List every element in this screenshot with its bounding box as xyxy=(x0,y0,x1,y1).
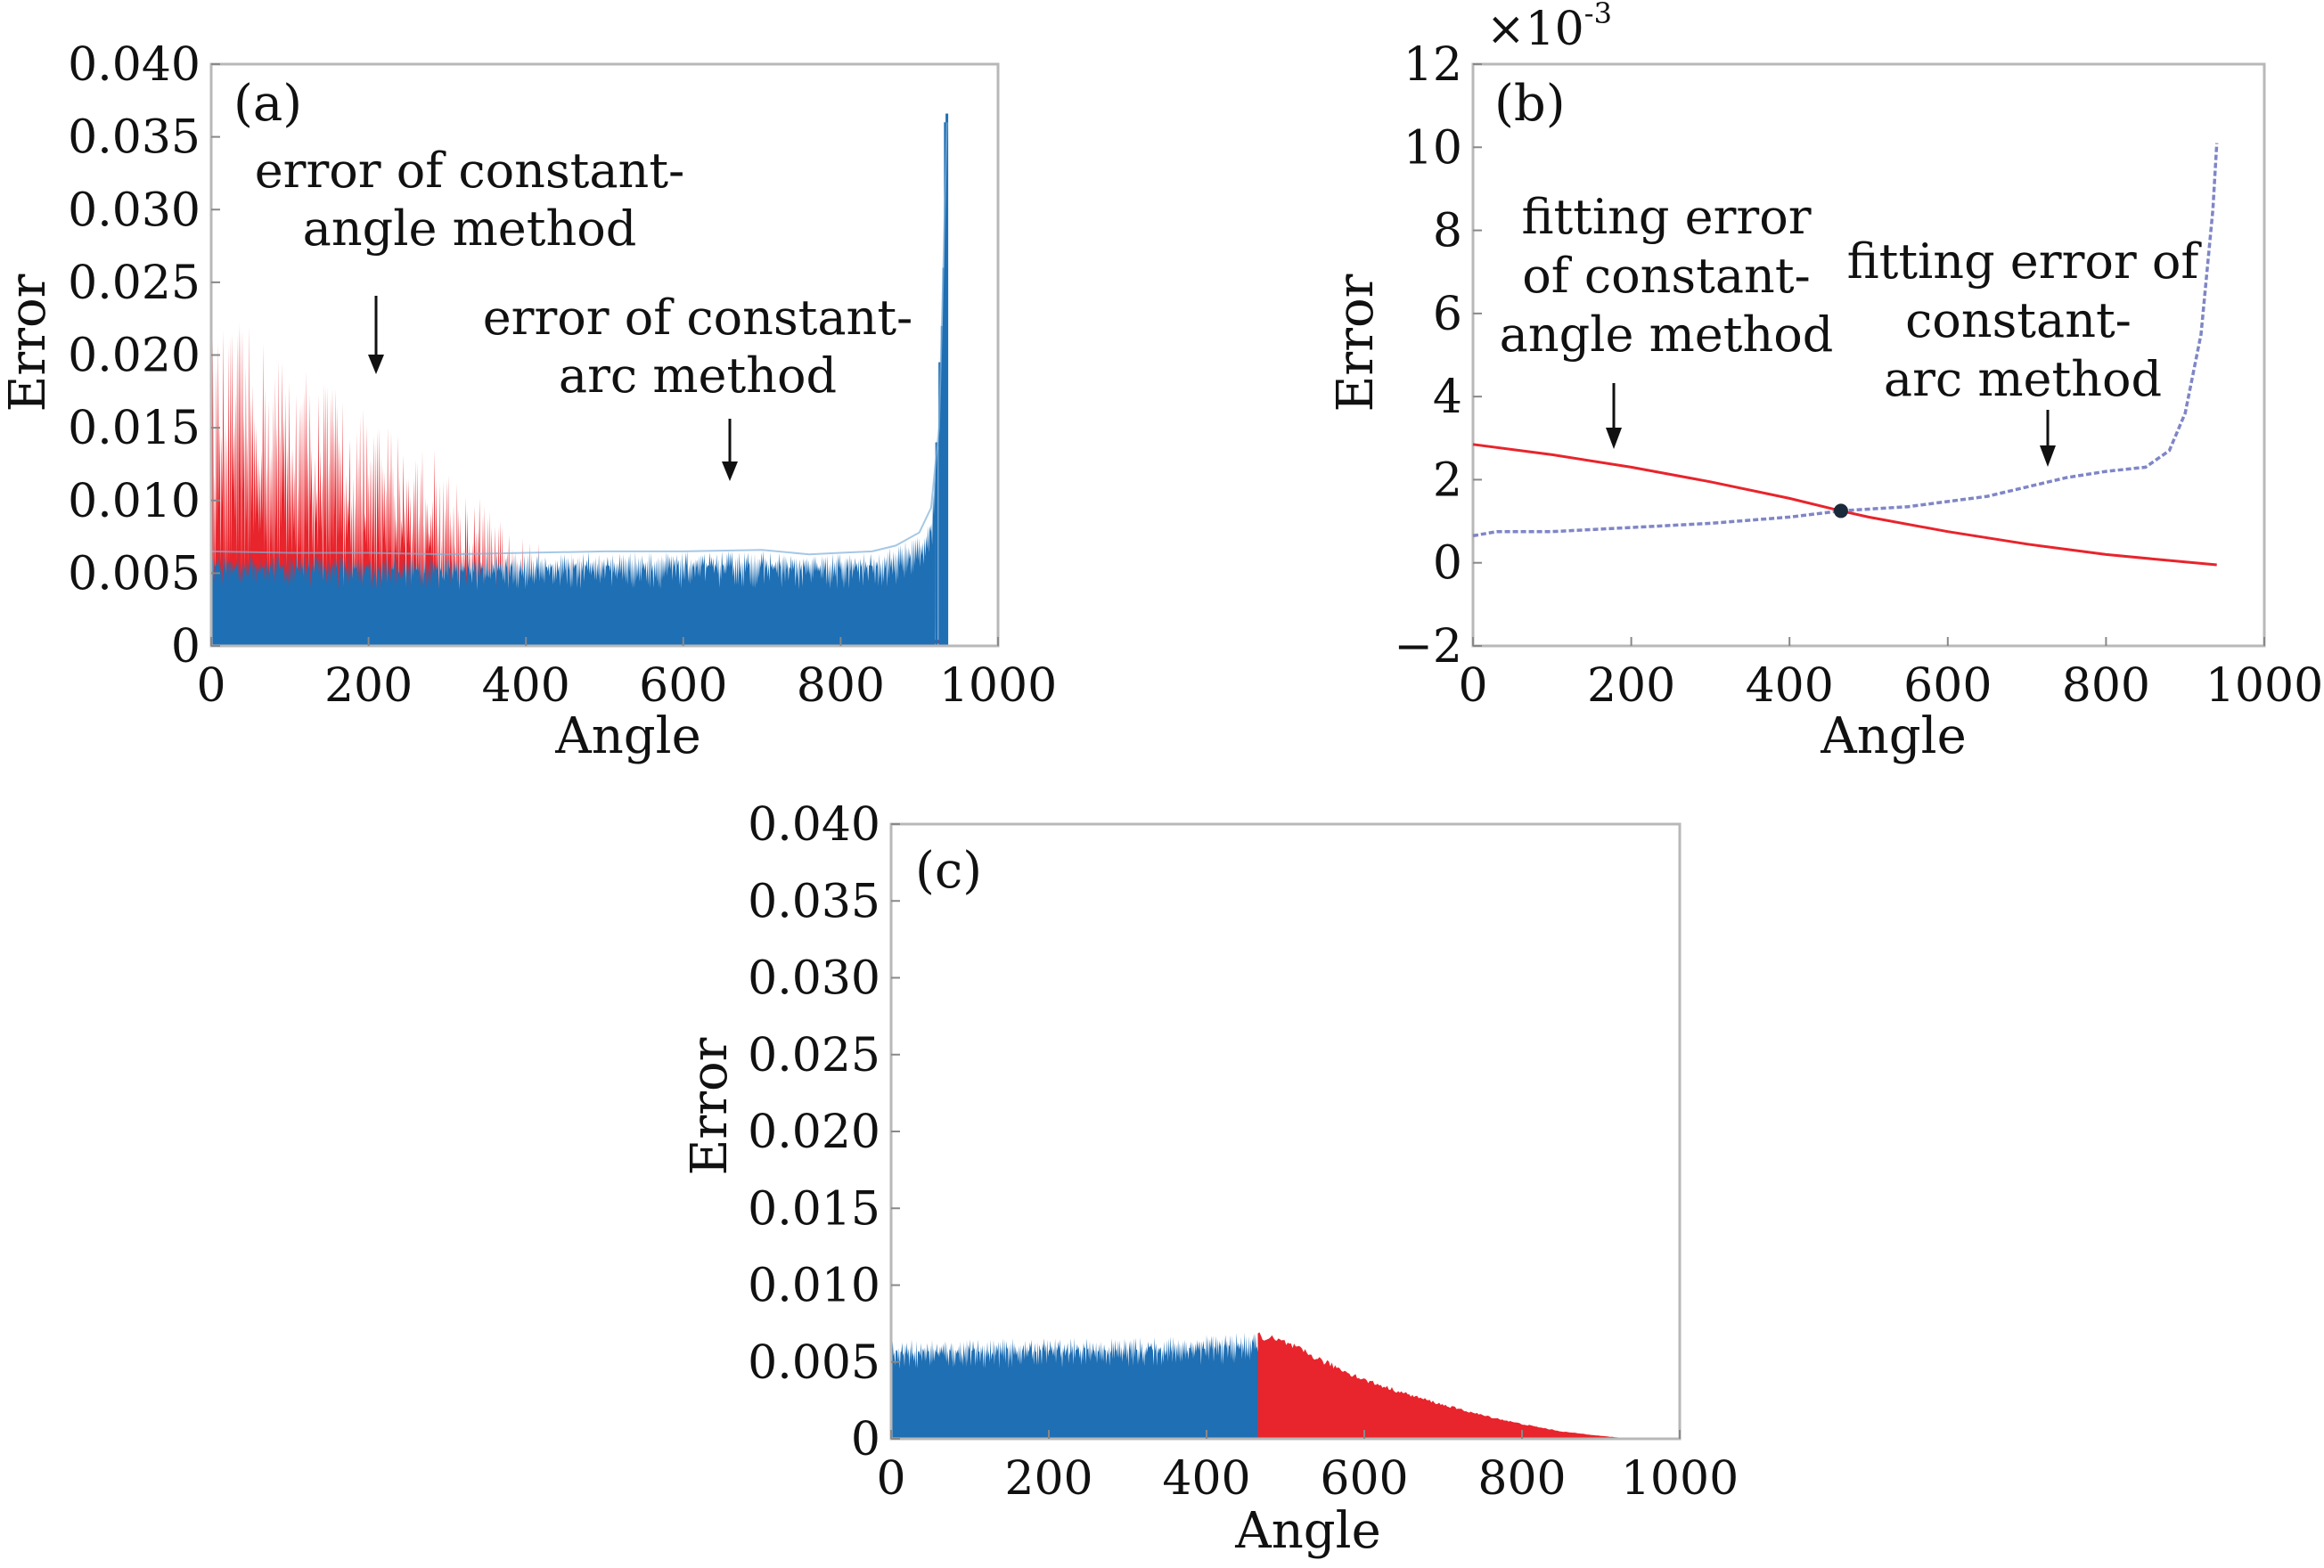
panel-b-x-tick-label: 800 xyxy=(2062,659,2150,713)
panel-a-y-tick-label: 0.030 xyxy=(68,184,200,237)
panel-c-y-tick-label: 0 xyxy=(851,1413,880,1466)
panel-b-y-tick-label: 2 xyxy=(1433,453,1462,507)
panel-b-x-ticks: 0 200 400 600 800 1000 xyxy=(1458,637,2323,713)
panel-c-constant-angle-segment-area xyxy=(1257,1332,1633,1439)
panel-b-marks xyxy=(1472,143,2219,567)
panel-a-x-tick-label: 400 xyxy=(482,659,570,713)
panel-c-y-tick-label: 0.010 xyxy=(748,1260,880,1313)
panel-c-y-tick-label: 0.035 xyxy=(748,875,880,928)
panel-b-plot-frame xyxy=(1471,62,2266,648)
panel-c-y-tick-label: 0.040 xyxy=(748,798,880,852)
panel-c-y-tick-label: 0.020 xyxy=(748,1106,880,1159)
panel-b-annotation-angle-line3: angle method xyxy=(1500,306,1834,363)
panel-b-annotation-angle-line2: of constant- xyxy=(1522,248,1811,304)
panel-b-annotation-angle-line1: fitting error xyxy=(1521,189,1811,245)
panel-b-x-tick-label: 400 xyxy=(1746,659,1834,713)
panel-a-y-tick-label: 0.010 xyxy=(68,475,200,528)
panel-b-y-tick-label: 4 xyxy=(1433,371,1462,424)
panel-c-x-tick-label: 0 xyxy=(876,1452,905,1506)
panel-b-annotation-arc-line2: constant- xyxy=(1905,292,2132,348)
panel-b-scale-factor: ×10-3 xyxy=(1486,0,1612,56)
panel-a-x-tick-label: 600 xyxy=(639,659,727,713)
panel-c-marks xyxy=(891,1332,1633,1439)
panel-b-arrow-arc xyxy=(2040,410,2056,467)
panel-a-arrow-angle xyxy=(368,296,384,374)
panel-b-constant-angle-fitting-line xyxy=(1472,443,2217,567)
panel-a-label: (a) xyxy=(233,75,302,133)
panel-c-y-ticks: 0 0.005 0.010 0.015 0.020 0.025 0.030 0.035 0.04… xyxy=(748,798,900,1466)
panel-b-y-tick-label: 8 xyxy=(1433,205,1462,258)
panel-b-y-axis-label: Error xyxy=(1327,274,1385,412)
panel-b-annotation-arc-line1: fitting error of xyxy=(1847,233,2203,290)
panel-c-x-axis-label: Angle xyxy=(1234,1502,1380,1560)
panel-b-y-tick-label: −2 xyxy=(1394,620,1462,674)
panel-b-scale-exponent: -3 xyxy=(1584,0,1612,30)
panel-c-chart: 0 0.005 0.010 0.015 0.020 0.025 0.030 0.035 0.04… xyxy=(681,798,1739,1560)
panel-b-y-tick-label: 12 xyxy=(1403,38,1462,92)
panel-a-constant-arc-error-area xyxy=(211,470,936,646)
panel-a-x-axis-label: Angle xyxy=(554,707,700,765)
panel-a-y-axis-label: Error xyxy=(0,274,57,412)
panel-a-annotation-angle-line1: error of constant- xyxy=(255,143,685,199)
panel-a-x-tick-label: 0 xyxy=(196,659,225,713)
panel-a-x-tick-label: 1000 xyxy=(939,659,1057,713)
panel-c-y-tick-label: 0.030 xyxy=(748,952,880,1006)
panel-c-constant-arc-segment-area xyxy=(891,1332,1258,1439)
panel-c-y-tick-label: 0.015 xyxy=(748,1182,880,1236)
panel-a-y-tick-label: 0.015 xyxy=(68,402,200,455)
panel-a-x-ticks: 0 200 400 600 800 1000 xyxy=(196,637,1057,713)
panel-b-x-axis-label: Angle xyxy=(1820,707,1966,765)
panel-b-constant-arc-fitting-line xyxy=(1472,143,2219,538)
panel-c-y-axis-label: Error xyxy=(681,1037,739,1175)
panel-a-y-tick-label: 0.020 xyxy=(68,330,200,383)
panel-a-y-tick-label: 0.035 xyxy=(68,111,200,165)
panel-a-y-ticks: 0 0.005 0.010 0.015 0.020 0.025 0.030 0.035 0.04… xyxy=(68,38,220,674)
panel-b-y-tick-label: 10 xyxy=(1403,121,1462,175)
panel-a-x-tick-label: 200 xyxy=(324,659,413,713)
panel-b-label: (b) xyxy=(1494,75,1566,133)
panel-a-constant-arc-error-envelope xyxy=(210,122,948,556)
panel-b-x-tick-label: 0 xyxy=(1458,659,1487,713)
panel-c-x-ticks: 0 200 400 600 800 1000 xyxy=(876,1430,1739,1506)
panel-c-x-tick-label: 1000 xyxy=(1621,1452,1739,1506)
panel-c-y-tick-label: 0.025 xyxy=(748,1029,880,1082)
panel-a-y-tick-label: 0.005 xyxy=(68,547,200,600)
panel-c-label: (c) xyxy=(915,842,982,900)
panel-c-x-tick-label: 600 xyxy=(1320,1452,1408,1506)
panel-b-x-tick-label: 200 xyxy=(1587,659,1675,713)
panel-b-y-tick-label: 0 xyxy=(1433,537,1462,591)
panel-a-arrow-arc xyxy=(722,419,738,481)
panel-b-arrow-angle xyxy=(1606,383,1622,449)
panel-b-y-tick-label: 6 xyxy=(1433,288,1462,341)
panel-c-x-tick-label: 800 xyxy=(1477,1452,1566,1506)
panel-a-y-tick-label: 0.025 xyxy=(68,257,200,310)
panel-a-marks xyxy=(210,113,949,646)
panel-b-annotation-arc-line3: arc method xyxy=(1884,351,2162,407)
panel-a-y-tick-label: 0 xyxy=(171,620,200,674)
panel-a-annotation-angle-line2: angle method xyxy=(303,200,637,257)
panel-c-y-tick-label: 0.005 xyxy=(748,1336,880,1390)
panel-c-x-tick-label: 400 xyxy=(1162,1452,1250,1506)
panel-a-x-tick-label: 800 xyxy=(797,659,885,713)
panel-a-y-tick-label: 0.040 xyxy=(68,38,200,92)
panel-b-intersection-point xyxy=(1833,503,1848,519)
panel-a-chart: 0 0.005 0.010 0.015 0.020 0.025 0.030 0.035 0.04… xyxy=(0,38,1057,765)
panel-b-x-tick-label: 600 xyxy=(1903,659,1992,713)
panel-a-annotation-arc-line2: arc method xyxy=(559,347,837,404)
panel-b-scale-base: ×10 xyxy=(1486,3,1584,56)
panel-a-annotation-arc-line1: error of constant- xyxy=(483,290,913,346)
panel-b-y-ticks: −2 0 2 4 6 8 10 12 xyxy=(1394,38,1482,674)
panel-b-x-tick-label: 1000 xyxy=(2205,659,2323,713)
panel-c-x-tick-label: 200 xyxy=(1004,1452,1092,1506)
